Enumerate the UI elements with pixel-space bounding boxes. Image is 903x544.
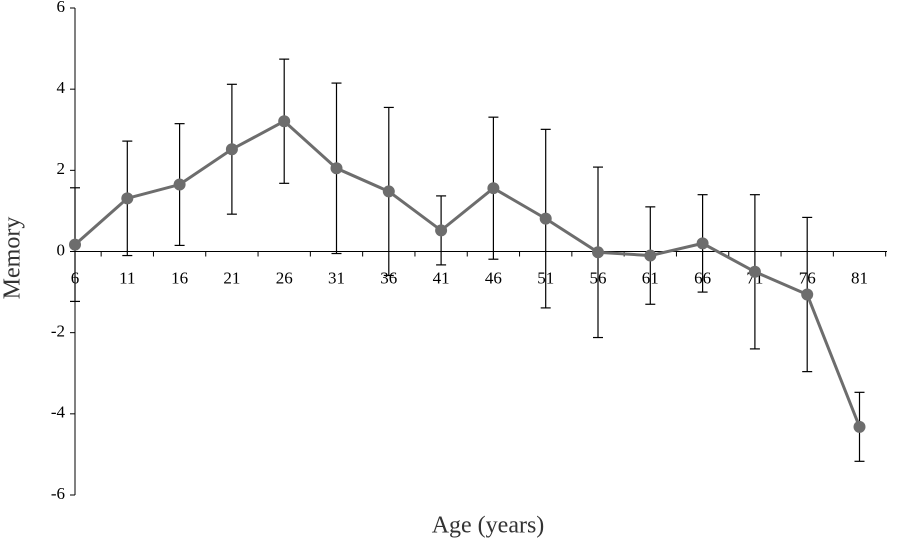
x-tick-label: 21 <box>223 268 240 287</box>
x-tick-label: 11 <box>119 268 135 287</box>
y-tick-label: 4 <box>57 78 66 97</box>
y-tick-label: 0 <box>57 240 66 259</box>
y-tick-label: -4 <box>51 403 66 422</box>
x-tick-label: 31 <box>328 268 345 287</box>
x-tick-label: 41 <box>433 268 450 287</box>
point <box>853 420 866 433</box>
y-tick-label: 2 <box>57 159 66 178</box>
point <box>278 115 291 128</box>
point <box>696 237 709 250</box>
point <box>801 288 814 301</box>
point <box>592 246 604 259</box>
y-axis-title: Memory <box>0 217 26 300</box>
y-tick-label: -2 <box>51 322 65 341</box>
x-axis-title: Age (years) <box>432 513 545 539</box>
point <box>173 178 186 191</box>
point <box>121 192 134 205</box>
point <box>539 212 552 225</box>
point <box>435 224 448 237</box>
line <box>74 119 861 428</box>
point <box>382 185 395 198</box>
x-tick-label: 16 <box>171 268 188 287</box>
x-tick-label: 46 <box>485 268 502 287</box>
point <box>330 162 343 175</box>
x-tick-label: 36 <box>380 268 397 287</box>
point <box>225 143 238 156</box>
point <box>644 249 657 262</box>
point <box>487 182 500 195</box>
x-tick-label: 81 <box>851 268 868 287</box>
y-tick-label: -6 <box>51 484 65 503</box>
point <box>748 265 761 278</box>
x-tick-label: 26 <box>276 268 293 287</box>
y-tick-label: 6 <box>57 0 66 16</box>
point <box>69 238 81 251</box>
